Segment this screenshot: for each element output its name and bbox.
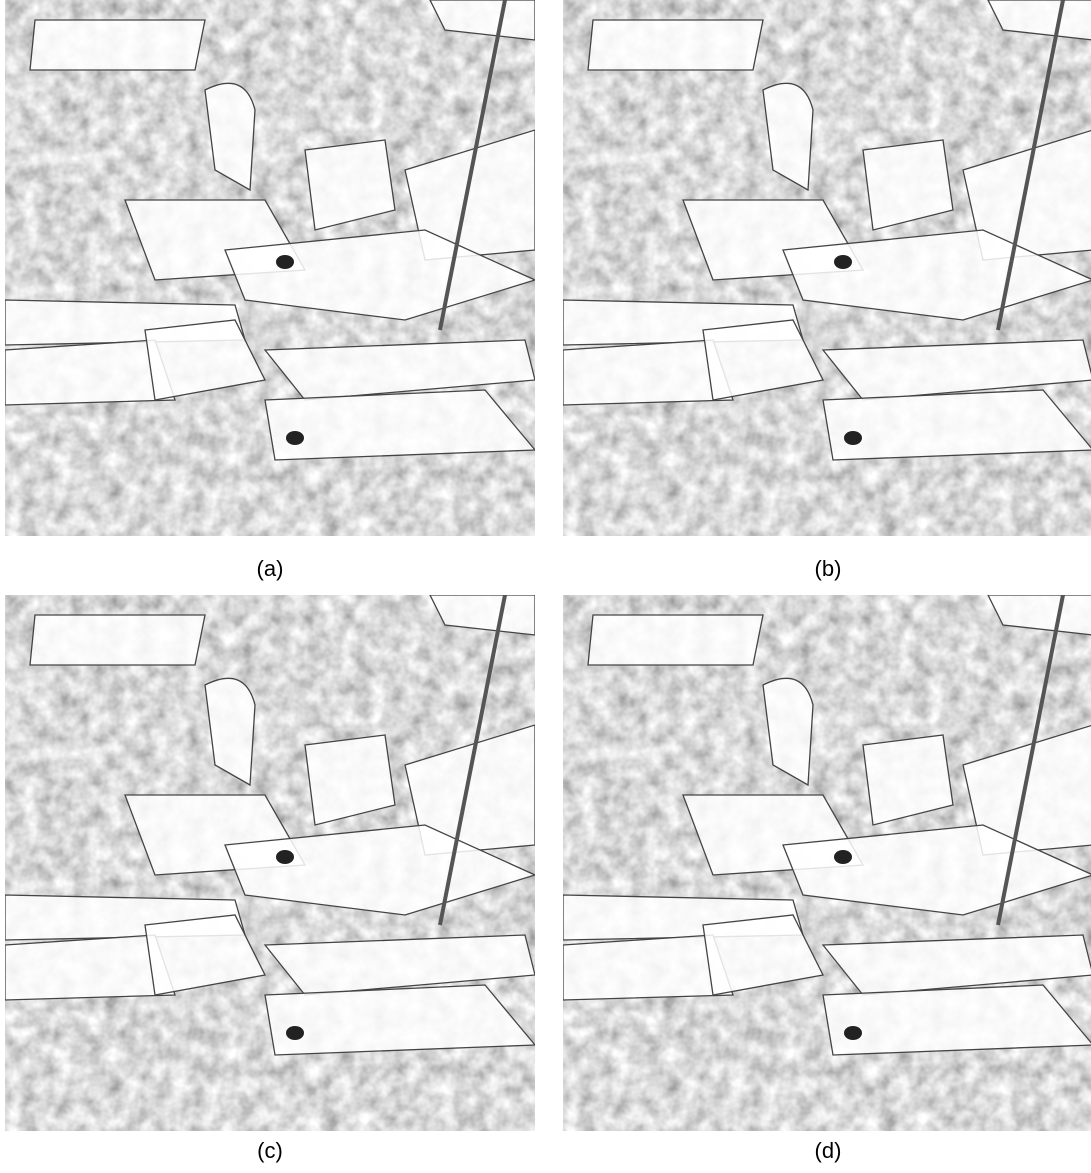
image xyxy=(563,0,1091,536)
edge-region xyxy=(30,615,205,665)
dark-spot xyxy=(286,1026,304,1040)
dark-spot xyxy=(276,850,294,864)
dark-spot xyxy=(834,850,852,864)
panel-label: (d) xyxy=(563,1138,1091,1164)
panel-label: (a) xyxy=(5,556,535,582)
image-panel xyxy=(563,0,1091,536)
image-panel xyxy=(563,595,1091,1131)
dark-spot xyxy=(844,1026,862,1040)
edge-region xyxy=(823,985,1091,1055)
edge-region xyxy=(823,390,1091,460)
figure: (a) (b) (c) (d) xyxy=(0,0,1091,1173)
edge-region xyxy=(588,20,763,70)
panel-label: (c) xyxy=(5,1138,535,1164)
edge-region xyxy=(265,985,535,1055)
image xyxy=(5,595,535,1131)
panel-label: (b) xyxy=(563,556,1091,582)
edge-region xyxy=(588,615,763,665)
dark-spot xyxy=(834,255,852,269)
image xyxy=(563,595,1091,1131)
dark-spot xyxy=(844,431,862,445)
image xyxy=(5,0,535,536)
image-panel xyxy=(5,595,535,1131)
dark-spot xyxy=(286,431,304,445)
edge-region xyxy=(265,390,535,460)
image-panel xyxy=(5,0,535,536)
dark-spot xyxy=(276,255,294,269)
edge-region xyxy=(30,20,205,70)
